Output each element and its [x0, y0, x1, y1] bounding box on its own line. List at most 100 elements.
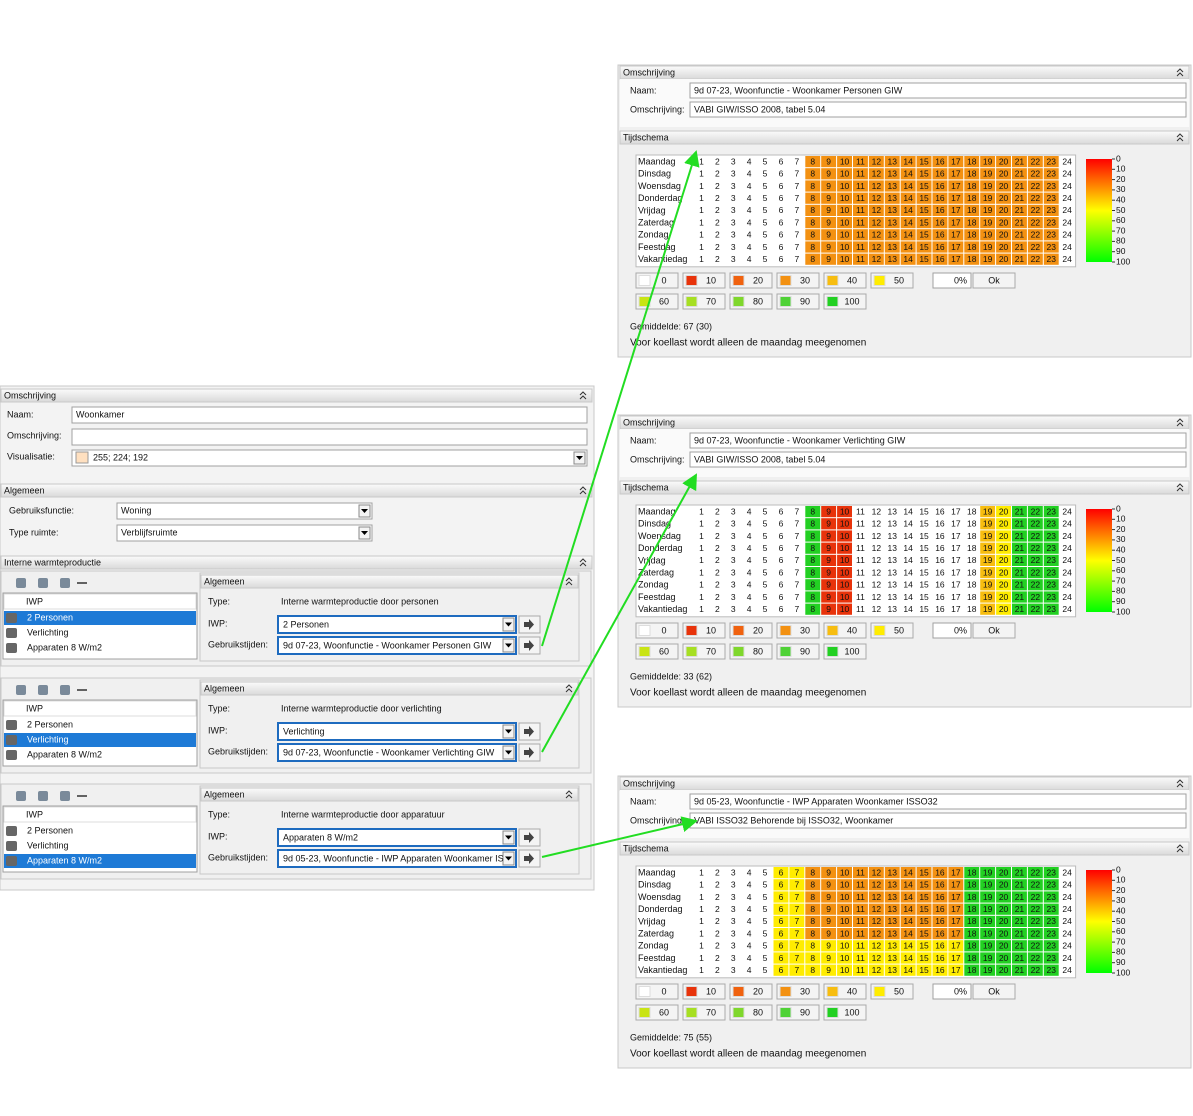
hour-cell[interactable]	[694, 915, 709, 927]
hour-cell[interactable]	[884, 928, 900, 940]
hour-cell[interactable]	[1059, 530, 1075, 542]
hour-cell[interactable]	[789, 253, 805, 265]
hour-cell[interactable]	[1059, 891, 1075, 903]
hour-cell[interactable]	[980, 952, 996, 964]
hour-cell[interactable]	[757, 192, 773, 204]
hour-cell[interactable]	[884, 542, 900, 554]
hour-cell[interactable]	[709, 156, 725, 168]
hour-cell[interactable]	[964, 506, 980, 518]
hour-cell[interactable]	[821, 506, 837, 518]
hour-cell[interactable]	[853, 554, 868, 566]
toolbar-icon[interactable]	[60, 685, 70, 695]
hour-cell[interactable]	[916, 891, 932, 903]
hour-cell[interactable]	[1059, 229, 1075, 241]
hour-cell[interactable]	[789, 156, 805, 168]
hour-cell[interactable]	[996, 554, 1011, 566]
hour-cell[interactable]	[1012, 915, 1027, 927]
hour-cell[interactable]	[741, 591, 757, 603]
hour-cell[interactable]	[757, 530, 773, 542]
toolbar-icon[interactable]	[38, 685, 48, 695]
toolbar-icon[interactable]	[16, 578, 26, 588]
hour-cell[interactable]	[948, 518, 964, 530]
hour-cell[interactable]	[948, 530, 964, 542]
hour-cell[interactable]	[1027, 891, 1043, 903]
hour-cell[interactable]	[773, 579, 789, 591]
hour-cell[interactable]	[805, 241, 821, 253]
hour-cell[interactable]	[980, 253, 996, 265]
hour-cell[interactable]	[853, 168, 868, 180]
hour-cell[interactable]	[932, 952, 948, 964]
hour-cell[interactable]	[1027, 204, 1043, 216]
hour-cell[interactable]	[900, 554, 916, 566]
hour-cell[interactable]	[773, 180, 789, 192]
hour-cell[interactable]	[757, 579, 773, 591]
hour-cell[interactable]	[821, 180, 837, 192]
hour-cell[interactable]	[900, 591, 916, 603]
hour-cell[interactable]	[900, 253, 916, 265]
hour-cell[interactable]	[900, 940, 916, 952]
hour-cell[interactable]	[964, 204, 980, 216]
hour-cell[interactable]	[805, 518, 821, 530]
hour-cell[interactable]	[757, 506, 773, 518]
hour-cell[interactable]	[996, 928, 1011, 940]
hour-cell[interactable]	[900, 192, 916, 204]
hour-cell[interactable]	[853, 964, 868, 976]
hour-cell[interactable]	[725, 567, 741, 579]
hour-cell[interactable]	[916, 542, 932, 554]
hour-cell[interactable]	[773, 879, 789, 891]
hour-cell[interactable]	[1012, 530, 1027, 542]
hour-cell[interactable]	[1043, 903, 1059, 915]
hour-cell[interactable]	[868, 903, 884, 915]
hour-cell[interactable]	[996, 567, 1011, 579]
hour-cell[interactable]	[1043, 156, 1059, 168]
hour-cell[interactable]	[1059, 542, 1075, 554]
hour-cell[interactable]	[996, 518, 1011, 530]
hour-cell[interactable]	[821, 542, 837, 554]
hour-cell[interactable]	[773, 928, 789, 940]
hour-cell[interactable]	[805, 253, 821, 265]
hour-cell[interactable]	[932, 530, 948, 542]
hour-cell[interactable]	[996, 156, 1011, 168]
hour-cell[interactable]	[837, 915, 852, 927]
hour-cell[interactable]	[996, 964, 1011, 976]
hour-cell[interactable]	[900, 204, 916, 216]
hour-cell[interactable]	[1027, 530, 1043, 542]
toolbar-icon[interactable]	[38, 791, 48, 801]
hour-cell[interactable]	[1012, 241, 1027, 253]
hour-cell[interactable]	[1059, 964, 1075, 976]
hour-cell[interactable]	[709, 192, 725, 204]
hour-cell[interactable]	[1059, 204, 1075, 216]
hour-cell[interactable]	[996, 903, 1011, 915]
hour-cell[interactable]	[1059, 903, 1075, 915]
hour-cell[interactable]	[694, 567, 709, 579]
hour-cell[interactable]	[868, 879, 884, 891]
hour-cell[interactable]	[741, 506, 757, 518]
hour-cell[interactable]	[1059, 554, 1075, 566]
hour-cell[interactable]	[964, 928, 980, 940]
hour-cell[interactable]	[900, 530, 916, 542]
hour-cell[interactable]	[996, 603, 1011, 615]
hour-cell[interactable]	[853, 241, 868, 253]
hour-cell[interactable]	[821, 253, 837, 265]
hour-cell[interactable]	[1027, 192, 1043, 204]
hour-cell[interactable]	[884, 253, 900, 265]
hour-cell[interactable]	[821, 518, 837, 530]
hour-cell[interactable]	[868, 579, 884, 591]
hour-cell[interactable]	[757, 156, 773, 168]
hour-cell[interactable]	[853, 530, 868, 542]
hour-cell[interactable]	[916, 579, 932, 591]
hour-cell[interactable]	[1012, 518, 1027, 530]
hour-cell[interactable]	[821, 192, 837, 204]
hour-cell[interactable]	[821, 204, 837, 216]
hour-cell[interactable]	[789, 964, 805, 976]
hour-cell[interactable]	[837, 591, 852, 603]
hour-cell[interactable]	[725, 253, 741, 265]
combo-box[interactable]	[277, 615, 517, 634]
hour-cell[interactable]	[996, 579, 1011, 591]
hour-cell[interactable]	[1043, 229, 1059, 241]
hour-cell[interactable]	[853, 867, 868, 879]
hour-cell[interactable]	[1059, 867, 1075, 879]
hour-cell[interactable]	[853, 591, 868, 603]
hour-cell[interactable]	[996, 229, 1011, 241]
hour-cell[interactable]	[741, 168, 757, 180]
